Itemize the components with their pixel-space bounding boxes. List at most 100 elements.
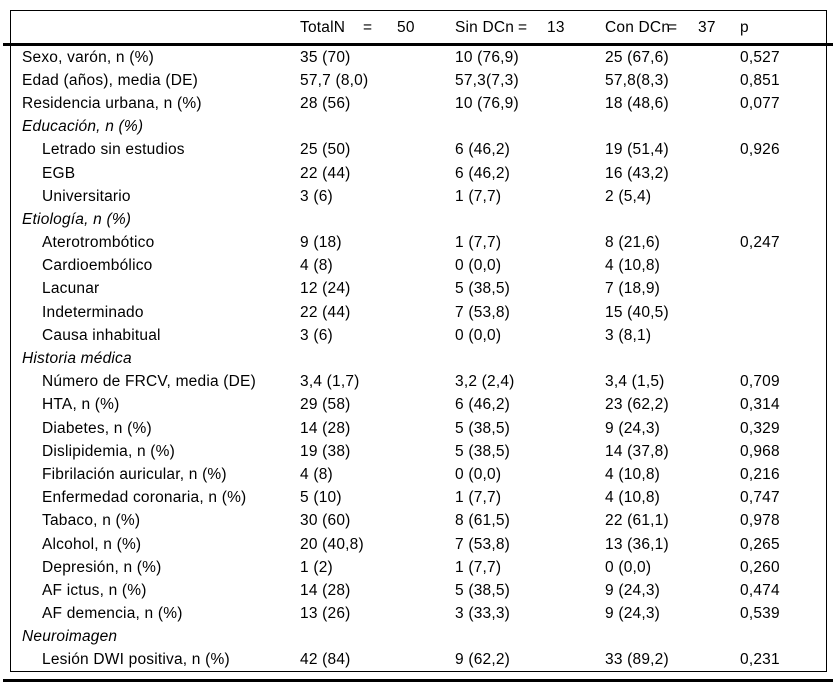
column-header-total-label: TotalN [300,19,346,36]
row-label: Diabetes, n (%) [42,419,152,437]
cell-total: 25 (50) [300,141,351,159]
table-row: Sexo, varón, n (%) 35 (70) 10 (76,9) 25 … [11,46,826,69]
row-label: Lacunar [42,280,100,298]
cell-p-value: 0,978 [740,512,780,530]
cell-total: 3 (6) [300,326,333,344]
row-label: Sexo, varón, n (%) [22,48,154,66]
cell-sin-dcn: 6 (46,2) [455,141,511,159]
row-label: EGB [42,164,76,182]
cell-sin-dcn: 5 (38,5) [455,419,511,437]
cell-p-value: 0,077 [740,94,780,112]
cell-total: 20 (40,8) [300,535,364,553]
table-row: AF ictus, n (%) 14 (28) 5 (38,5) 9 (24,3… [11,579,826,602]
cell-con-dcn: 16 (43,2) [605,164,669,182]
cell-con-dcn: 22 (61,1) [605,512,669,530]
cell-total: 12 (24) [300,280,351,298]
column-header-p: p [740,19,749,36]
row-label: Aterotrombótico [42,234,155,252]
row-label: Enfermedad coronaria, n (%) [42,489,247,507]
table-row: Fibrilación auricular, n (%) 4 (8) 0 (0,… [11,463,826,486]
cell-p-value: 0,247 [740,234,780,252]
row-label: Tabaco, n (%) [42,512,141,530]
table-row: Tabaco, n (%) 30 (60) 8 (61,5) 22 (61,1)… [11,510,826,533]
column-header-total-equals: = [363,19,373,36]
cell-total: 4 (8) [300,465,333,483]
table-row: Indeterminado 22 (44) 7 (53,8) 15 (40,5) [11,301,826,324]
table-row: Letrado sin estudios 25 (50) 6 (46,2) 19… [11,139,826,162]
table-row: Educación, n (%) [11,116,826,139]
cell-sin-dcn: 6 (46,2) [455,396,511,414]
cell-total: 19 (38) [300,442,351,460]
cell-p-value: 0,926 [740,141,780,159]
row-label: Residencia urbana, n (%) [22,94,202,112]
cell-sin-dcn: 1 (7,7) [455,234,502,252]
table-row: Universitario 3 (6) 1 (7,7) 2 (5,4) [11,185,826,208]
cell-total: 35 (70) [300,48,351,66]
row-label: Lesión DWI positiva, n (%) [42,651,230,669]
column-header-con-dcn-label: Con DCn [605,19,671,36]
table-row: Edad (años), media (DE) 57,7 (8,0) 57,3(… [11,69,826,92]
cell-total: 28 (56) [300,94,351,112]
cell-sin-dcn: 10 (76,9) [455,48,519,66]
cell-sin-dcn: 5 (38,5) [455,442,511,460]
table-row: Lesión DWI positiva, n (%) 42 (84) 9 (62… [11,649,826,672]
row-label: Neuroimagen [22,628,118,646]
cell-sin-dcn: 0 (0,0) [455,465,502,483]
cell-sin-dcn: 5 (38,5) [455,581,511,599]
row-label: Depresión, n (%) [42,558,162,576]
cell-con-dcn: 57,8(8,3) [605,71,669,89]
cell-sin-dcn: 1 (7,7) [455,187,502,205]
cell-con-dcn: 23 (62,2) [605,396,669,414]
cell-sin-dcn: 1 (7,7) [455,558,502,576]
cell-sin-dcn: 6 (46,2) [455,164,511,182]
table-row: Enfermedad coronaria, n (%) 5 (10) 1 (7,… [11,487,826,510]
table-row: Lacunar 12 (24) 5 (38,5) 7 (18,9) [11,278,826,301]
table-row: Cardioembólico 4 (8) 0 (0,0) 4 (10,8) [11,255,826,278]
table-bottom-rule [3,679,833,682]
cell-total: 3,4 (1,7) [300,373,360,391]
table-body: Sexo, varón, n (%) 35 (70) 10 (76,9) 25 … [11,46,826,672]
cell-con-dcn: 4 (10,8) [605,465,661,483]
cell-total: 1 (2) [300,558,333,576]
row-label: Indeterminado [42,303,144,321]
cell-con-dcn: 14 (37,8) [605,442,669,460]
cell-total: 14 (28) [300,581,351,599]
table-row: Depresión, n (%) 1 (2) 1 (7,7) 0 (0,0) 0… [11,556,826,579]
row-label: Alcohol, n (%) [42,535,142,553]
cell-con-dcn: 9 (24,3) [605,605,661,623]
table-frame: TotalN = 50 Sin DCn = 13 Con DCn = 37 p … [10,10,827,672]
cell-p-value: 0,968 [740,442,780,460]
table-row: Aterotrombótico 9 (18) 1 (7,7) 8 (21,6) … [11,232,826,255]
cell-con-dcn: 7 (18,9) [605,280,661,298]
table-row: Neuroimagen [11,626,826,649]
row-label: Letrado sin estudios [42,141,185,159]
table-row: Etiología, n (%) [11,208,826,231]
column-header-sin-dcn-n: 13 [547,19,565,36]
cell-sin-dcn: 0 (0,0) [455,326,502,344]
cell-total: 22 (44) [300,303,351,321]
cell-sin-dcn: 0 (0,0) [455,257,502,275]
table-row: Alcohol, n (%) 20 (40,8) 7 (53,8) 13 (36… [11,533,826,556]
column-header-sin-dcn-label: Sin DCn [455,19,515,36]
cell-p-value: 0,231 [740,651,780,669]
cell-con-dcn: 2 (5,4) [605,187,652,205]
table-header-row: TotalN = 50 Sin DCn = 13 Con DCn = 37 p [11,11,826,44]
column-header-con-dcn-n: 37 [698,19,716,36]
cell-total: 57,7 (8,0) [300,71,369,89]
cell-con-dcn: 19 (51,4) [605,141,669,159]
row-label: Historia médica [22,350,132,368]
cell-sin-dcn: 8 (61,5) [455,512,511,530]
cell-p-value: 0,539 [740,605,780,623]
cell-sin-dcn: 3 (33,3) [455,605,511,623]
cell-total: 22 (44) [300,164,351,182]
cell-p-value: 0,329 [740,419,780,437]
cell-con-dcn: 9 (24,3) [605,419,661,437]
cell-total: 14 (28) [300,419,351,437]
row-label: Edad (años), media (DE) [22,71,199,89]
cell-total: 5 (10) [300,489,342,507]
column-header-total-n: 50 [397,19,415,36]
row-label: Etiología, n (%) [22,210,132,228]
cell-sin-dcn: 9 (62,2) [455,651,511,669]
cell-con-dcn: 3 (8,1) [605,326,652,344]
